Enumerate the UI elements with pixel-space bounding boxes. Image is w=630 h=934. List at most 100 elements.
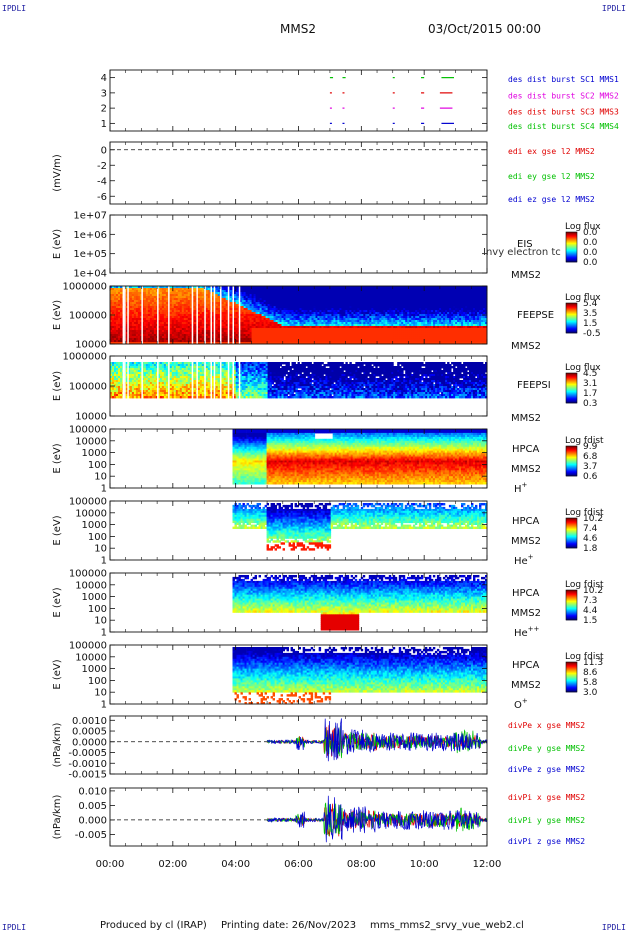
instrument-label: HPCA xyxy=(512,660,540,671)
panel-burst: 4 3 2 1 des dist burst SC1 MMS1 des dist burs… xyxy=(101,69,619,132)
y-tick-label: 100 xyxy=(88,460,107,471)
x-tick-label: 00:00 xyxy=(96,859,125,870)
legend-entry: divPi z gse MMS2 xyxy=(508,837,585,846)
y-tick-label: 10 xyxy=(94,616,107,627)
panel-feeps-i: 1000000 100000 10000 E (eV) Log flux4.53.11.… xyxy=(52,352,601,425)
colorbar-tick-label: -0.5 xyxy=(583,329,601,339)
y-axis-label: E (eV) xyxy=(52,371,63,401)
colorbar-frame xyxy=(565,661,578,693)
colorbar-tick-label: 5.8 xyxy=(583,678,598,688)
y-tick-label: 0.0010 xyxy=(72,716,107,727)
y-tick-label: 1e+07 xyxy=(73,211,107,222)
species-label: He+ xyxy=(514,553,534,567)
y-tick-label: 1000 xyxy=(82,520,107,531)
colorbar-tick-label: 3.1 xyxy=(583,379,597,389)
corner-mark-bottom-left: IPDLI xyxy=(2,923,26,932)
colorbar-tick-label: 5.4 xyxy=(583,299,598,309)
colorbar-tick-label: 0.0 xyxy=(583,258,598,268)
y-tick-label: 10000 xyxy=(75,412,107,423)
colorbar-tick-label: 4.5 xyxy=(583,369,597,379)
legend-entry: edi ey gse l2 MMS2 xyxy=(508,172,595,181)
y-tick-label: -0.005 xyxy=(75,830,107,841)
y-tick-label: 100 xyxy=(88,676,107,687)
y-tick-label: 1e+06 xyxy=(73,230,107,241)
x-tick-label: 10:00 xyxy=(410,859,439,870)
colorbar-tick-label: 0.0 xyxy=(583,238,598,248)
y-tick-label: 10000 xyxy=(75,652,107,663)
spacecraft-label: MMS2 xyxy=(511,270,541,281)
y-tick-label: 100000 xyxy=(69,497,107,508)
colorbar-frame xyxy=(565,517,578,549)
y-tick-label: 1000 xyxy=(82,448,107,459)
colorbar-tick-label: 1.8 xyxy=(583,544,598,554)
overlay-label: Invy electron tc xyxy=(483,247,561,258)
colorbar-tick-label: 11.3 xyxy=(583,658,603,668)
colorbar-tick-label: 7.3 xyxy=(583,596,597,606)
colorbar-tick-label: 10.2 xyxy=(583,514,603,524)
colorbar-tick-label: 8.6 xyxy=(583,668,598,678)
legend-entry: edi ex gse l2 MMS2 xyxy=(508,147,595,156)
spacecraft-title: MMS2 xyxy=(280,22,316,36)
colorbar-tick-label: 4.6 xyxy=(583,534,598,544)
spacecraft-label: MMS2 xyxy=(511,608,541,619)
colorbar-tick-label: 9.9 xyxy=(583,442,598,452)
y-tick-label: 10000 xyxy=(75,508,107,519)
y-tick-label: 2 xyxy=(101,104,107,115)
colorbar-tick-label: 0.6 xyxy=(583,472,598,482)
y-tick-label: 10 xyxy=(94,472,107,483)
x-tick-label: 06:00 xyxy=(284,859,313,870)
y-tick-label: 1e+05 xyxy=(73,249,107,260)
legend-entry: divPi y gse MMS2 xyxy=(508,816,585,825)
panel-frame xyxy=(109,141,488,205)
panel-divpi: 0.010 0.005 0.000 -0.005 (nPa/km) divPi x gse… xyxy=(52,786,585,847)
colorbar-title: Log fdist xyxy=(565,436,604,446)
legend-entry: divPe x gse MMS2 xyxy=(508,721,585,730)
x-tick-label: 08:00 xyxy=(347,859,376,870)
colorbar-tick-label: 1.5 xyxy=(583,616,597,626)
colorbar-tick-label: 3.7 xyxy=(583,462,597,472)
y-tick-label: -6 xyxy=(97,192,107,203)
spacecraft-label: MMS2 xyxy=(511,536,541,547)
instrument-label: HPCA xyxy=(512,444,540,455)
legend-entry: des dist burst SC4 MMS4 xyxy=(508,122,619,131)
y-tick-label: 1000000 xyxy=(62,282,107,293)
panel-frame xyxy=(109,69,488,132)
legend-entry: des dist burst SC1 MMS1 xyxy=(508,75,619,84)
y-tick-label: 10000 xyxy=(75,580,107,591)
species-label: He++ xyxy=(514,625,540,639)
panel-edi: 0 -2 -4 -6 (mV/m) edi ex gse l2 MMS2 edi ey gs… xyxy=(52,141,595,205)
colorbar-tick-label: 10.2 xyxy=(583,586,603,596)
legend-entry: des dist burst SC2 MMS2 xyxy=(508,91,619,100)
footer-printing-date: Printing date: 26/Nov/2023 xyxy=(221,920,356,931)
colorbar-tick-label: 0.0 xyxy=(583,228,598,238)
y-tick-label: 1 xyxy=(101,700,107,711)
date-title: 03/Oct/2015 00:00 xyxy=(428,22,541,36)
y-tick-label: -2 xyxy=(97,161,107,172)
corner-mark-top-left: IPDLI xyxy=(2,4,26,13)
colorbar-tick-label: 4.4 xyxy=(583,606,598,616)
colorbar-tick-label: 1.5 xyxy=(583,319,597,329)
x-tick-label: 02:00 xyxy=(158,859,187,870)
colorbar-tick-label: 1.7 xyxy=(583,389,597,399)
y-tick-label: 10000 xyxy=(75,436,107,447)
corner-mark-top-right: IPDLI xyxy=(602,4,626,13)
species-label: O+ xyxy=(514,697,528,711)
x-tick-label: 04:00 xyxy=(221,859,250,870)
colorbar-frame xyxy=(565,231,578,263)
colorbar-tick-label: 7.4 xyxy=(583,524,598,534)
y-tick-label: 100 xyxy=(88,532,107,543)
y-tick-label: -0.0010 xyxy=(68,759,107,770)
y-tick-label: 0.005 xyxy=(78,801,107,812)
y-axis-label: E (eV) xyxy=(52,443,63,473)
colorbar-frame xyxy=(565,589,578,621)
y-tick-label: 0 xyxy=(101,145,107,156)
colorbar-tick-label: 3.5 xyxy=(583,309,597,319)
y-tick-label: 0.0005 xyxy=(72,727,107,738)
legend-entry: divPe y gse MMS2 xyxy=(508,744,585,753)
colorbar-title: Log flux xyxy=(565,363,601,373)
y-tick-label: 100000 xyxy=(69,382,107,393)
